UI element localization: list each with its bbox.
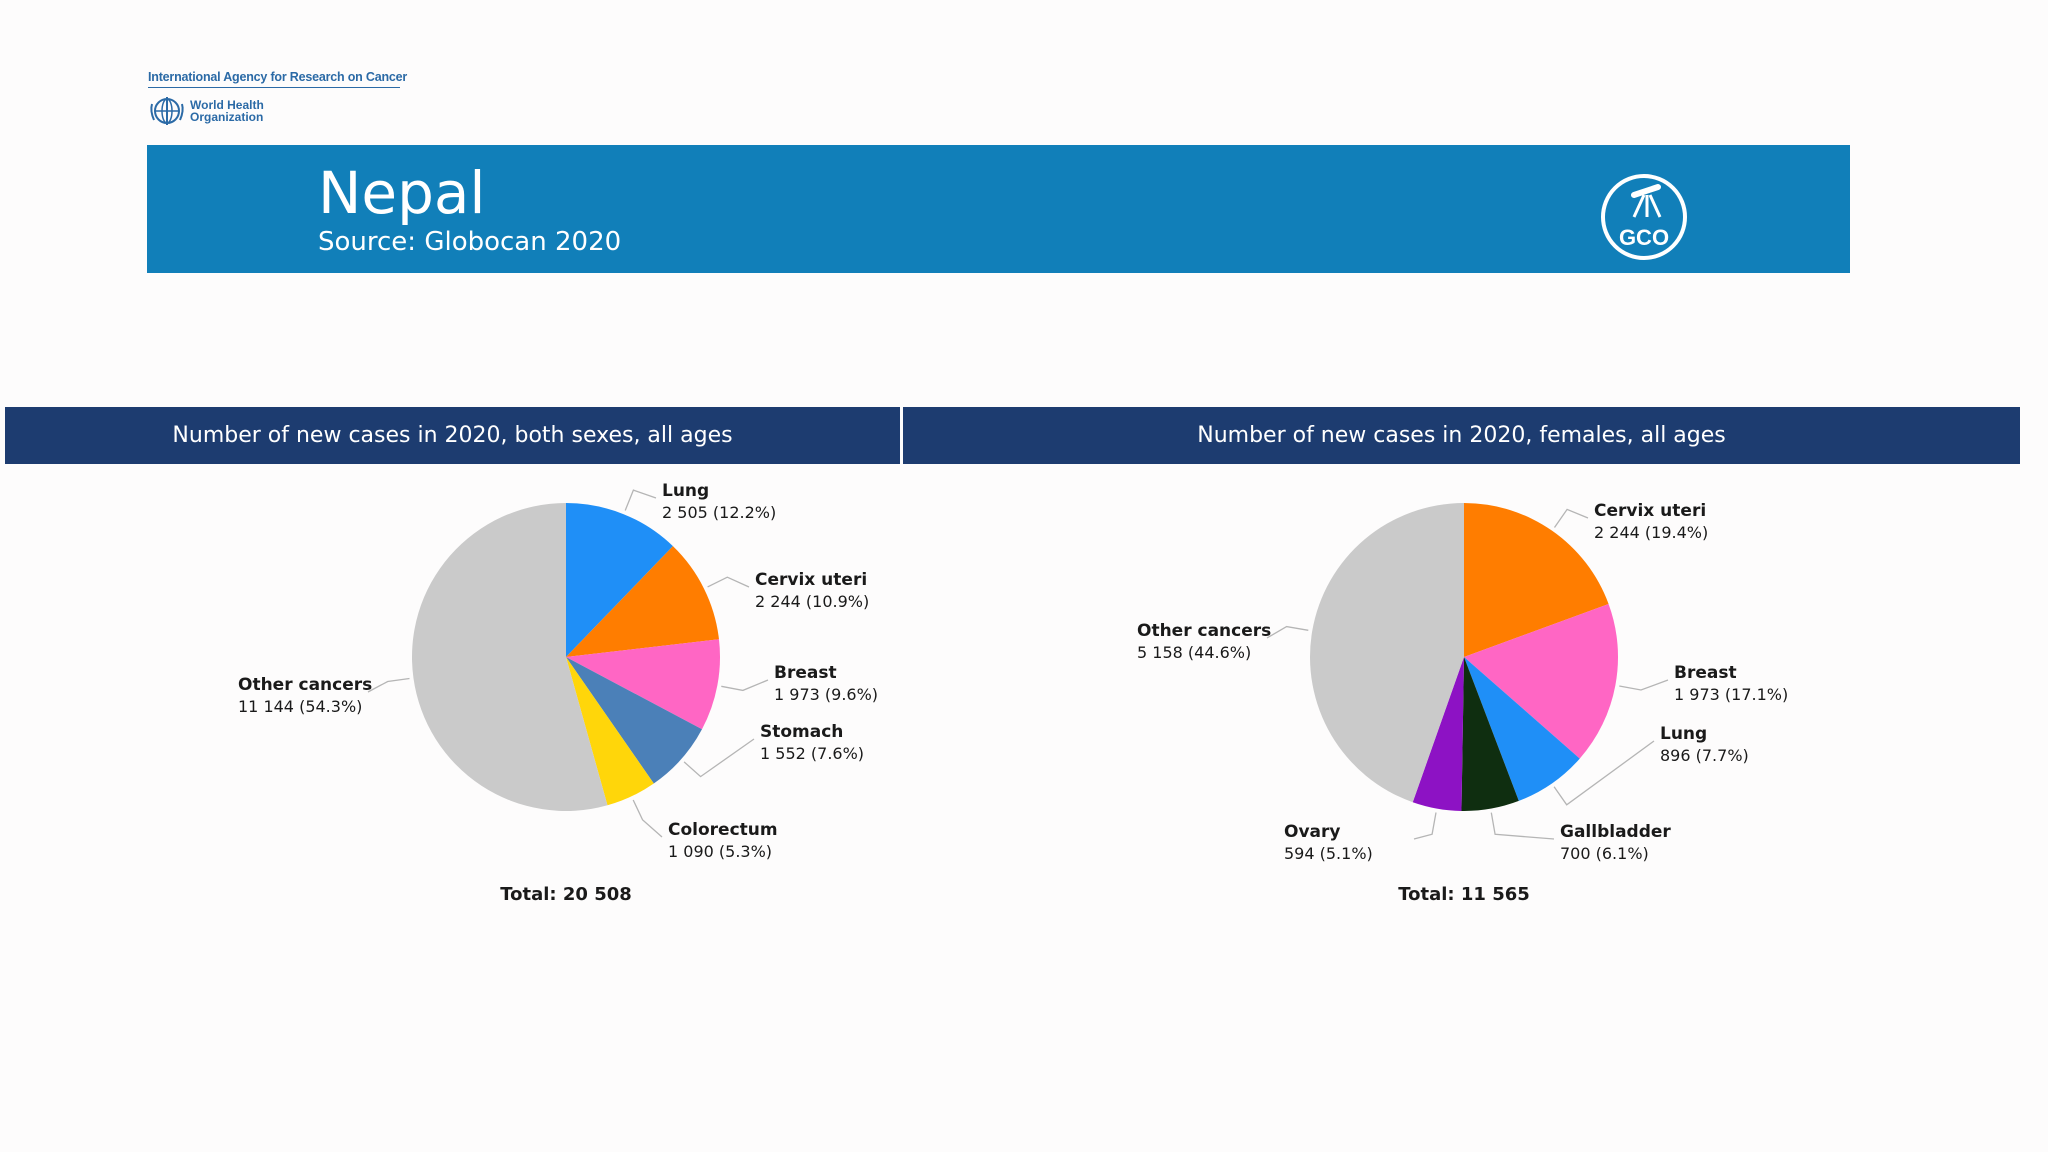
pie-slice-colorectum [566, 657, 654, 806]
chart-title-both-sexes: Number of new cases in 2020, both sexes,… [5, 407, 900, 464]
label-name-ovary: Ovary [1284, 822, 1340, 842]
label-value-ovary: 594 (5.1%) [1284, 844, 1373, 863]
total-label: Total: 11 565 [1398, 884, 1530, 905]
pie-slice-cervix-uteri [1464, 503, 1609, 657]
label-name-gallbladder: Gallbladder [1560, 822, 1671, 842]
label-name-stomach: Stomach [760, 722, 843, 742]
leader-line-other-cancers [1266, 625, 1309, 639]
label-value-other-cancers: 11 144 (54.3%) [238, 697, 362, 716]
leader-line-ovary [1413, 812, 1437, 840]
pie-slice-breast [1464, 603, 1619, 759]
who-line-2: Organization [190, 110, 264, 124]
label-value-lung: 896 (7.7%) [1660, 746, 1749, 765]
pie-slice-other-cancers [1310, 503, 1464, 803]
pie-slice-lung [566, 503, 673, 657]
iarc-name: International Agency for Research on Can… [148, 70, 407, 88]
iarc-who-logo: International Agency for Research on Can… [148, 70, 407, 128]
leader-line-colorectum [632, 799, 663, 838]
leader-line-cervix-uteri [707, 576, 750, 588]
pie-slice-other-cancers [411, 503, 608, 811]
leader-line-cervix-uteri [1553, 508, 1589, 528]
label-value-gallbladder: 700 (6.1%) [1560, 844, 1649, 863]
leader-line-breast [1619, 679, 1669, 691]
leader-line-lung [624, 489, 657, 511]
pie-slice-ovary [1412, 657, 1464, 811]
leader-line-lung [1553, 740, 1655, 806]
label-value-cervix-uteri: 2 244 (19.4%) [1594, 523, 1708, 542]
who-line-1: World Health [190, 98, 264, 112]
label-name-colorectum: Colorectum [668, 820, 778, 840]
chart-title-females: Number of new cases in 2020, females, al… [903, 407, 2020, 464]
pie-slice-gallbladder [1461, 657, 1519, 812]
pie-svg-females: Cervix uteri 2 244 (19.4%) Breast 1 973 (17… [1137, 501, 1788, 905]
pie-svg-both-sexes: Lung 2 505 (12.2%) Cervix uteri 2 244 (10.9… [238, 481, 878, 905]
who-globe-icon [150, 97, 184, 125]
leader-line-stomach [683, 738, 755, 778]
country-banner: Nepal Source: Globocan 2020 GCO [147, 145, 1850, 273]
label-value-cervix-uteri: 2 244 (10.9%) [755, 592, 869, 611]
label-name-lung: Lung [662, 481, 709, 501]
label-name-other-cancers: Other cancers [1137, 621, 1271, 641]
leader-line-gallbladder [1490, 812, 1555, 840]
label-value-colorectum: 1 090 (5.3%) [668, 842, 772, 861]
label-name-lung: Lung [1660, 724, 1707, 744]
pie-chart-both-sexes: Lung 2 505 (12.2%) Cervix uteri 2 244 (10.9… [0, 464, 900, 924]
gco-logo-text: GCO [1619, 225, 1669, 250]
label-name-cervix-uteri: Cervix uteri [755, 570, 867, 590]
leader-line-breast [721, 679, 769, 692]
label-name-other-cancers: Other cancers [238, 675, 372, 695]
pie-slice-lung [1464, 657, 1580, 801]
pie-slice-stomach [566, 657, 702, 784]
leader-line-other-cancers [367, 677, 410, 693]
label-value-stomach: 1 552 (7.6%) [760, 744, 864, 763]
label-name-cervix-uteri: Cervix uteri [1594, 501, 1706, 521]
label-value-breast: 1 973 (9.6%) [774, 685, 878, 704]
page-subtitle: Source: Globocan 2020 [318, 227, 622, 257]
label-name-breast: Breast [774, 663, 837, 683]
who-emblem: World Health Organization [148, 94, 400, 128]
label-value-lung: 2 505 (12.2%) [662, 503, 776, 522]
gco-telescope-icon: GCO [1601, 174, 1687, 260]
label-name-breast: Breast [1674, 663, 1737, 683]
label-value-other-cancers: 5 158 (44.6%) [1137, 643, 1251, 662]
page-title: Nepal [318, 159, 486, 227]
label-value-breast: 1 973 (17.1%) [1674, 685, 1788, 704]
pie-chart-females: Cervix uteri 2 244 (19.4%) Breast 1 973 (17… [900, 464, 2020, 924]
total-label: Total: 20 508 [500, 884, 632, 905]
pie-slice-breast [566, 639, 721, 730]
pie-slice-cervix-uteri [566, 546, 719, 657]
